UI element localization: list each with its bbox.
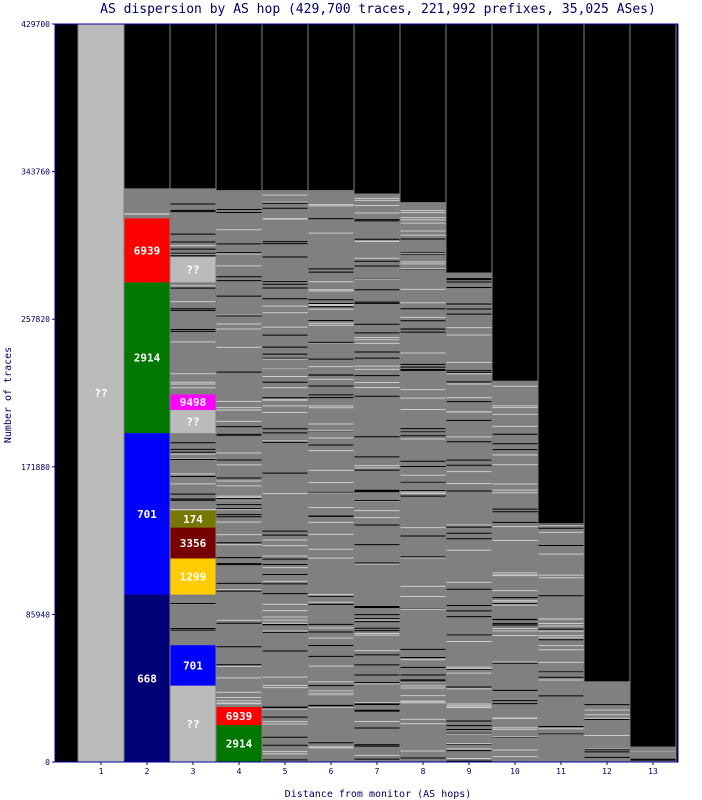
x-tick-label: 11: [556, 767, 566, 776]
x-tick-label: 10: [510, 767, 520, 776]
as-segment-label: ??: [186, 718, 199, 731]
as-segment-label: 1299: [180, 571, 207, 584]
as-segment-3-1299: [170, 558, 216, 595]
as-segment-4-6939: [216, 707, 262, 726]
hop-stack-13: [630, 746, 676, 762]
x-tick-label: 12: [602, 767, 612, 776]
y-tick-label: 0: [45, 758, 50, 767]
x-tick-label: 4: [237, 767, 242, 776]
as-segment-label: 2914: [226, 738, 253, 751]
x-tick-label: 7: [375, 767, 380, 776]
as-segment-label: 2914: [134, 352, 161, 365]
as-segment-label: 174: [183, 513, 203, 526]
y-axis-label: Number of traces: [3, 347, 14, 443]
hop-stack-5: [262, 190, 308, 762]
hop-stack-10: [492, 380, 538, 762]
hop-stack-4: [216, 190, 262, 762]
as-segment-label: 6939: [226, 710, 253, 723]
as-segment-3-qq: [170, 409, 216, 434]
as-segment-label: 9498: [180, 396, 207, 409]
x-tick-label: 3: [191, 767, 196, 776]
y-tick-label: 429700: [21, 20, 50, 29]
as-segment-2-668: [124, 594, 170, 762]
plot-frame: [54, 23, 679, 763]
x-tick-label: 1: [99, 767, 104, 776]
y-tick-label: 85940: [26, 610, 50, 619]
as-segment-3-174: [170, 510, 216, 528]
as-segment-3-701: [170, 645, 216, 686]
as-segment-label: 701: [183, 659, 203, 672]
hop-stack-7: [354, 193, 400, 762]
as-segment-label: 668: [137, 672, 157, 685]
x-axis-label: Distance from monitor (AS hops): [285, 789, 472, 800]
y-tick-label: 257820: [21, 315, 50, 324]
as-segment-4-2914: [216, 725, 262, 762]
as-segment-3-3356: [170, 527, 216, 559]
as-segment-label: ??: [94, 387, 107, 400]
x-tick-label: 9: [467, 767, 472, 776]
as-segment-1-qq: [78, 24, 124, 762]
x-tick-label: 2: [145, 767, 150, 776]
as-segment-label: 6939: [134, 244, 161, 257]
chart-title: AS dispersion by AS hop (429,700 traces,…: [100, 2, 656, 17]
x-tick-label: 13: [648, 767, 658, 776]
y-tick-label: 171880: [21, 463, 50, 472]
as-segment-label: ??: [186, 416, 199, 429]
as-segment-label: 701: [137, 508, 157, 521]
as-segment-3-qq: [170, 685, 216, 762]
x-tick-label: 5: [283, 767, 288, 776]
x-tick-label: 6: [329, 767, 334, 776]
as-segment-label: 3356: [180, 537, 207, 550]
hop-stack-9: [446, 272, 492, 762]
as-segment-2-2914: [124, 282, 170, 434]
hop-stack-11: [538, 523, 584, 762]
as-segment-2-6939: [124, 218, 170, 283]
as-segment-3-qq: [170, 257, 216, 283]
y-tick-label: 343760: [21, 168, 50, 177]
as-segment-2-701: [124, 433, 170, 595]
as-segment-3-9498: [170, 394, 216, 410]
x-tick-label: 8: [421, 767, 426, 776]
hop-stack-6: [308, 190, 354, 762]
hop-stack-12: [584, 681, 630, 762]
chart-marks: ?? 668 701 2914 6939?? 701 1299 3356 174?? 9498??…: [77, 24, 677, 763]
as-segment-label: ??: [186, 264, 199, 277]
